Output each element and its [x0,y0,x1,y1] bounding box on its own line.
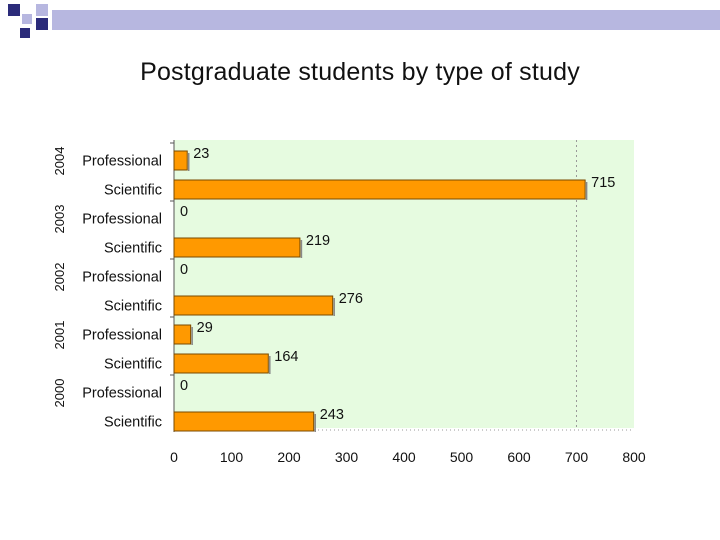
deco-square-5 [36,18,48,30]
data-label: 243 [320,407,344,423]
year-label: 2001 [52,321,67,350]
year-label: 2000 [52,379,67,408]
data-label: 0 [180,204,188,220]
bar [173,179,586,200]
data-label: 23 [193,146,209,162]
category-label: Professional [82,154,162,170]
x-tick-label: 600 [507,449,531,465]
category-label: Scientific [104,241,162,257]
bar [173,411,315,432]
x-tick-label: 100 [220,449,244,465]
year-label: 2002 [52,263,67,292]
slide-decoration [8,4,720,38]
data-label: 0 [180,378,188,394]
bar [173,295,334,316]
category-label: Professional [82,386,162,402]
bar [173,237,301,258]
deco-header-band [52,10,720,30]
category-label: Scientific [104,415,162,431]
bar [173,324,192,345]
deco-square-small-1 [8,4,20,16]
x-tick-label: 700 [565,449,589,465]
category-label: Professional [82,270,162,286]
bar [173,353,269,374]
x-tick-label: 800 [622,449,646,465]
year-label: 2004 [52,147,67,176]
x-tick-label: 0 [170,449,178,465]
bar [173,150,188,171]
x-tick-label: 500 [450,449,474,465]
category-label: Scientific [104,299,162,315]
year-label: 2003 [52,205,67,234]
category-label: Professional [82,328,162,344]
data-label: 164 [274,349,298,365]
x-tick-label: 200 [277,449,301,465]
x-tick-label: 300 [335,449,359,465]
x-tick-label: 400 [392,449,416,465]
deco-square-small-2 [22,14,32,24]
chart-title: Postgraduate students by type of study [140,58,580,86]
data-label: 276 [339,291,363,307]
deco-square-4 [36,4,48,16]
category-label: Scientific [104,183,162,199]
data-label: 715 [591,175,615,191]
data-label: 219 [306,233,330,249]
category-label: Scientific [104,357,162,373]
data-label: 0 [180,262,188,278]
category-label: Professional [82,212,162,228]
deco-square-small-3 [20,28,30,38]
data-label: 29 [197,320,213,336]
